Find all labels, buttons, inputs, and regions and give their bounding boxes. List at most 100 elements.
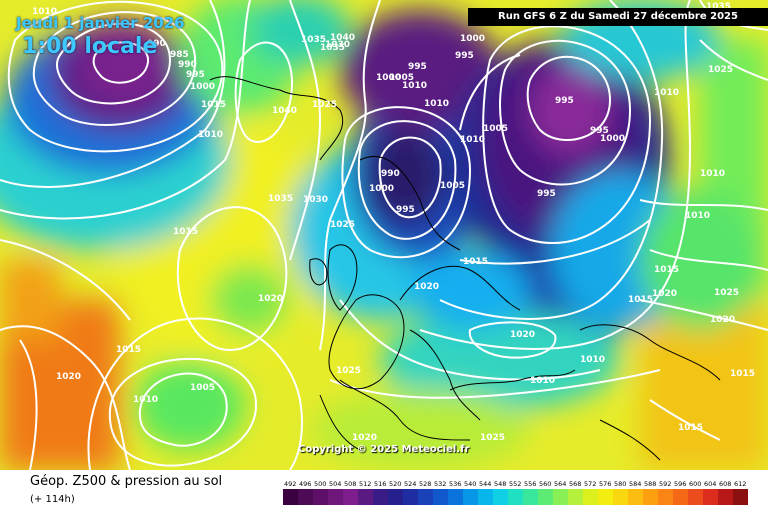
isobar-label: 1025 [330, 220, 355, 230]
isobar-label: 1020 [258, 294, 283, 304]
isobar-label: 1010 [32, 7, 57, 17]
isobar-label: 1000 [376, 73, 401, 83]
isobar-label: 995 [555, 96, 574, 106]
isobar-label: 1020 [652, 289, 677, 299]
color-scale-cell [673, 489, 688, 505]
color-scale-label: 592 [659, 480, 671, 488]
color-scale-cell [523, 489, 538, 505]
copyright-notice: Copyright © 2025 Meteociel.fr [298, 444, 470, 455]
color-scale-label: 500 [314, 480, 326, 488]
color-scale-label: 600 [689, 480, 701, 488]
color-scale-cells [283, 489, 748, 505]
isobar-label: 995 [396, 205, 415, 215]
isobar-label: 990 [381, 169, 400, 179]
color-scale-cell [613, 489, 628, 505]
isobar-label: 1020 [414, 282, 439, 292]
color-scale-cell [508, 489, 523, 505]
color-scale-label: 564 [554, 480, 566, 488]
isobar-label: 1005 [483, 124, 508, 134]
isobar-label: 1015 [678, 423, 703, 433]
isobar-label: 995 [186, 70, 205, 80]
isobar-label: 1020 [510, 330, 535, 340]
model-run-banner: Run GFS 6 Z du Samedi 27 décembre 2025 [468, 8, 768, 26]
color-scale-cell [298, 489, 313, 505]
color-scale-cell [553, 489, 568, 505]
color-scale-cell [583, 489, 598, 505]
color-scale-cell [313, 489, 328, 505]
color-scale-cell [448, 489, 463, 505]
color-scale-cell [568, 489, 583, 505]
forecast-date: Jeudi 1 janvier 2026 [16, 14, 185, 32]
color-scale-label: 516 [374, 480, 386, 488]
isobar-label: 1040 [272, 106, 297, 116]
isobar-label: 1025 [336, 366, 361, 376]
isobar-label: 1020 [352, 433, 377, 443]
isobar-label: 1015 [654, 265, 679, 275]
isobar-label: 1010 [402, 81, 427, 91]
color-scale-cell [463, 489, 478, 505]
isobar-label: 1000 [369, 184, 394, 194]
color-scale-label: 576 [599, 480, 611, 488]
isobar-label: 1010 [654, 88, 679, 98]
isobar-label: 1015 [116, 345, 141, 355]
isobar-label: 990 [147, 39, 166, 49]
color-scale-label: 552 [509, 480, 521, 488]
color-scale-cell [703, 489, 718, 505]
color-scale-label: 584 [629, 480, 641, 488]
isobar-label: 1010 [530, 376, 555, 386]
isobar-label: 1015 [463, 257, 488, 267]
forecast-step: (+ 114h) [30, 494, 75, 505]
isobar-label: 1020 [56, 372, 81, 382]
color-scale-cell [658, 489, 673, 505]
color-scale-label: 512 [359, 480, 371, 488]
color-scale-labels: 492 496 500 504 508 512 516 520 524 528 532 536 540 5… [284, 480, 746, 488]
isobar-label: 1025 [708, 65, 733, 75]
isobar-label: 1015 [173, 227, 198, 237]
color-scale-label: 560 [539, 480, 551, 488]
color-scale-label: 604 [704, 480, 716, 488]
isobar-label: 1010 [198, 130, 223, 140]
color-scale-label: 536 [449, 480, 461, 488]
z500-color-field [0, 0, 768, 470]
color-scale-cell [343, 489, 358, 505]
isobar-label: 990 [178, 60, 197, 70]
isobar-label: 995 [537, 189, 556, 199]
color-scale-cell [433, 489, 448, 505]
color-scale-cell [418, 489, 433, 505]
isobar-label: 1000 [190, 82, 215, 92]
isobar-label: 1005 [190, 383, 215, 393]
color-scale-cell [538, 489, 553, 505]
legend-title: Géop. Z500 & pression au sol [30, 474, 223, 489]
color-scale-cell [688, 489, 703, 505]
isobar-label: 995 [590, 126, 609, 136]
color-scale-cell [598, 489, 613, 505]
isobar-label: 1010 [685, 211, 710, 221]
color-scale-label: 596 [674, 480, 686, 488]
color-scale-label: 544 [479, 480, 491, 488]
isobar-label: 1005 [389, 73, 414, 83]
isobar-label: 1010 [460, 135, 485, 145]
isobar-label: 995 [408, 62, 427, 72]
color-scale-label: 540 [464, 480, 476, 488]
color-scale-label: 608 [719, 480, 731, 488]
geopotential-map: 1010 990 985 990 995 1000 1015 1010 1040… [0, 0, 768, 470]
color-scale-cell [373, 489, 388, 505]
color-scale-label: 524 [404, 480, 416, 488]
isobar-label: 1010 [700, 169, 725, 179]
isobar-label: 1035 [268, 194, 293, 204]
coastlines [209, 76, 721, 461]
color-scale-cell [493, 489, 508, 505]
color-scale-cell [283, 489, 298, 505]
isobar-label: 1035 [301, 35, 326, 45]
isobar-label: 1010 [133, 395, 158, 405]
isobar-label: 1005 [440, 181, 465, 191]
isobar-label: 1025 [312, 100, 337, 110]
color-scale-cell [718, 489, 733, 505]
color-scale-label: 508 [344, 480, 356, 488]
isobar-label: 1040 [330, 33, 355, 43]
color-scale-cell [388, 489, 403, 505]
color-scale-label: 556 [524, 480, 536, 488]
isobar-label: 1030 [303, 195, 328, 205]
color-scale-cell [733, 489, 748, 505]
isobar-label: 1010 [424, 99, 449, 109]
